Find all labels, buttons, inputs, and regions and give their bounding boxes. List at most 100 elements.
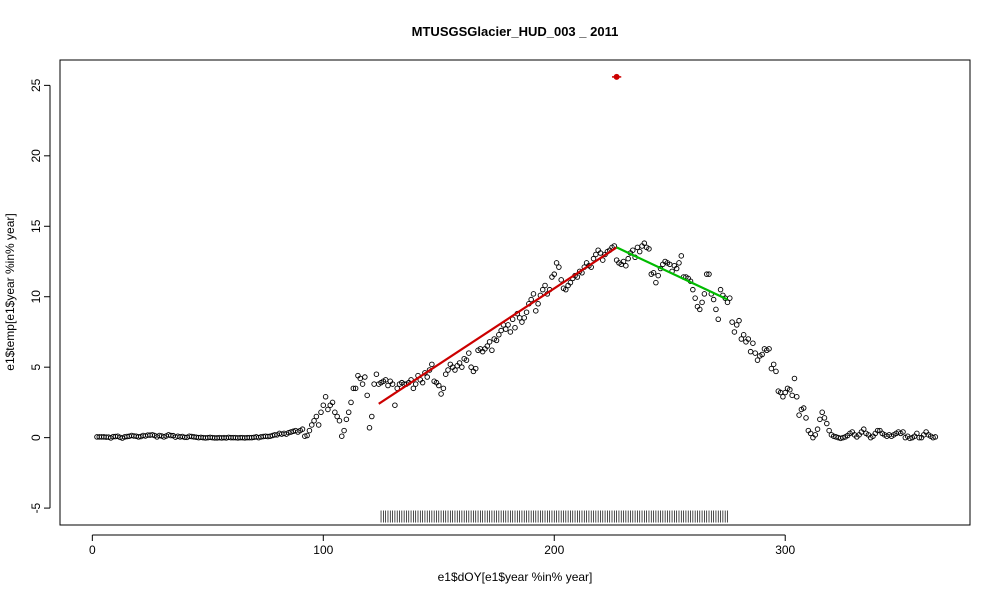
data-point (750, 340, 756, 346)
data-point (701, 291, 708, 297)
data-point (442, 371, 449, 377)
data-point (392, 402, 398, 408)
data-point (646, 246, 652, 252)
data-point (489, 347, 495, 354)
data-point (916, 434, 922, 441)
fit-lines (378, 246, 728, 405)
y-tick-label: 25 (29, 78, 43, 92)
data-point (900, 429, 906, 435)
data-point (787, 386, 793, 393)
data-point (636, 248, 643, 255)
data-point (803, 415, 809, 421)
y-axis: -5 0 5 10 15 20 25 (29, 78, 51, 513)
data-point (334, 413, 340, 420)
plot-area-frame (59, 59, 971, 526)
fit-line (616, 246, 728, 301)
data-point (309, 422, 315, 428)
data-point (819, 409, 825, 416)
data-point (590, 255, 597, 262)
data-point (345, 409, 352, 416)
rug-marks (380, 510, 728, 523)
data-point (821, 415, 828, 421)
data-point (486, 339, 493, 345)
y-tick-label: 20 (29, 149, 43, 163)
data-point (410, 385, 417, 392)
data-point (706, 271, 712, 277)
x-tick-label: 200 (544, 543, 564, 557)
data-point (914, 430, 920, 437)
data-point (452, 367, 458, 373)
data-point (364, 392, 370, 399)
data-point (673, 265, 680, 272)
data-point (419, 379, 426, 386)
data-point (814, 426, 821, 432)
data-point (780, 394, 786, 400)
data-point (523, 309, 530, 315)
data-point (766, 346, 772, 352)
data-point (752, 350, 758, 356)
data-point (733, 322, 740, 328)
data-point (745, 336, 752, 342)
data-point (782, 389, 788, 396)
data-point (459, 364, 465, 370)
data-point (429, 361, 435, 368)
data-point (812, 432, 819, 438)
x-axis: 0 100 200 300 (89, 534, 796, 557)
data-point (738, 336, 745, 342)
data-point (350, 385, 357, 392)
data-point (574, 274, 581, 280)
data-point (731, 329, 738, 335)
data-point (456, 360, 463, 366)
data-point (759, 351, 765, 358)
data-point (348, 399, 354, 406)
data-point (519, 319, 525, 325)
y-tick-label: 15 (29, 219, 43, 233)
data-point (625, 255, 631, 262)
data-point (352, 385, 359, 392)
data-point (768, 365, 775, 372)
data-point (556, 264, 562, 270)
data-point (149, 432, 156, 438)
marker-point (613, 73, 620, 80)
data-point (302, 433, 308, 439)
data-point (503, 326, 509, 332)
data-point (932, 434, 939, 440)
x-axis-label: e1$dOY[e1$year %in% year] (438, 570, 593, 584)
data-point (713, 306, 719, 313)
data-point (551, 271, 558, 277)
data-point (630, 247, 636, 253)
data-point (304, 432, 310, 439)
data-point (318, 409, 324, 416)
data-point (800, 405, 807, 411)
data-point (553, 260, 560, 266)
data-point (796, 412, 802, 418)
data-point (717, 286, 724, 293)
data-point (412, 381, 419, 387)
data-point (874, 427, 881, 434)
data-point (320, 402, 327, 408)
fit-line (378, 246, 618, 405)
data-point (493, 337, 500, 344)
data-point (620, 258, 627, 265)
x-tick-label: 0 (89, 543, 96, 557)
data-point (313, 413, 320, 420)
data-point (505, 322, 511, 328)
data-point (539, 286, 546, 293)
data-point (824, 420, 830, 427)
data-point (650, 270, 657, 276)
data-point (438, 391, 444, 397)
data-point (623, 262, 629, 269)
data-point (710, 296, 717, 303)
data-point (445, 367, 451, 373)
data-point (542, 282, 548, 289)
data-point (521, 315, 527, 321)
data-point (840, 434, 846, 441)
data-point (770, 361, 777, 368)
data-point (907, 435, 913, 442)
data-point (754, 357, 761, 363)
data-point (306, 427, 313, 434)
data-point (530, 291, 537, 297)
data-point (311, 417, 317, 424)
